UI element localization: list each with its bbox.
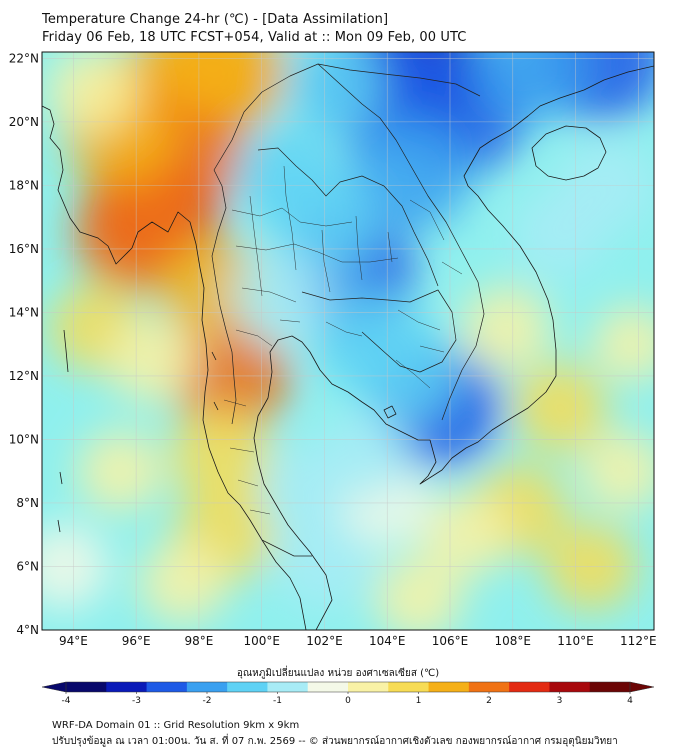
border-thailand-laos — [257, 147, 439, 287]
field-cell — [513, 189, 606, 277]
field-cell — [420, 491, 511, 578]
field-cell — [319, 411, 412, 500]
lon-tick-label: 110°E — [557, 634, 594, 648]
colorbar-tick-label: -4 — [62, 696, 71, 706]
colorbar-title: อุณหภูมิเปลี่ยนแปลง หน่วย องศาเซลเซียส (… — [236, 668, 440, 679]
coastlines — [42, 65, 654, 630]
field-cell — [470, 52, 587, 123]
lon-tick-label: 100°E — [243, 634, 280, 648]
lat-tick-label: 10°N — [9, 432, 39, 446]
border-myanmar-thailand — [211, 169, 237, 425]
colorbar: -4 -3 -2 -1 0 1 2 3 4 — [41, 681, 655, 706]
field-cell — [170, 407, 271, 503]
colorbar-segment — [267, 682, 309, 692]
temperature-field — [42, 52, 654, 630]
colorbar-segment — [589, 682, 631, 692]
lon-tick-label: 94°E — [59, 634, 88, 648]
longitude-labels: 94°E 96°E 98°E 100°E 102°E 104°E 106°E 108°E 110… — [59, 634, 657, 648]
colorbar-tick-label: 3 — [557, 696, 563, 706]
lon-tick-label: 104°E — [369, 634, 406, 648]
colorbar-tick-label: 0 — [345, 696, 351, 706]
colorbar-tick-label: 4 — [627, 696, 633, 706]
colorbar-tick-label: -1 — [273, 696, 282, 706]
lat-tick-label: 20°N — [9, 115, 39, 129]
field-cell — [461, 285, 552, 372]
map-subtitle: Friday 06 Feb, 18 UTC FCST+054, Valid at… — [42, 30, 467, 45]
colorbar-segment — [468, 682, 510, 692]
borders — [211, 63, 485, 557]
lon-tick-label: 98°E — [184, 634, 213, 648]
field-cell — [77, 430, 164, 513]
lon-tick-label: 112°E — [620, 634, 657, 648]
field-cell — [579, 430, 654, 513]
lat-tick-label: 22°N — [9, 51, 39, 65]
lon-tick-label: 96°E — [122, 634, 151, 648]
field-cell — [512, 363, 607, 453]
lon-tick-label: 108°E — [495, 634, 532, 648]
field-cell — [347, 113, 472, 232]
colorbar-segment — [348, 682, 389, 692]
border-laos-vietnam — [317, 63, 485, 421]
colorbar-max-arrow — [629, 681, 655, 693]
field-cell — [374, 556, 463, 630]
coastline-andaman — [57, 329, 69, 533]
colorbar-segment — [186, 682, 228, 692]
map-title: Temperature Change 24-hr (℃) - [Data Ass… — [42, 12, 389, 27]
lat-tick-label: 18°N — [9, 178, 39, 192]
lon-tick-label: 106°E — [432, 634, 469, 648]
coastline-mainland — [42, 65, 654, 630]
field-cell — [592, 306, 654, 383]
colorbar-segment — [307, 682, 349, 692]
field-cell — [47, 52, 138, 133]
footer-model-info: WRF-DA Domain 01 :: Grid Resolution 9km … — [52, 720, 300, 731]
colorbar-segment — [106, 682, 148, 692]
colorbar-segment — [388, 682, 430, 692]
colorbar-tick-label: 1 — [416, 696, 422, 706]
border-thailand-cambodia — [301, 289, 457, 373]
colorbar-segment — [549, 682, 591, 692]
coastline-hainan — [531, 125, 607, 181]
colorbar-tick-label: -3 — [132, 696, 141, 706]
map-frame — [41, 51, 655, 631]
colorbar-segment — [146, 682, 188, 692]
gridlines — [42, 52, 654, 630]
lat-tick-label: 8°N — [16, 496, 39, 510]
colorbar-segment — [227, 682, 268, 692]
colorbar-segment — [66, 682, 107, 692]
lat-tick-label: 6°N — [16, 559, 39, 573]
field-cell — [230, 249, 331, 345]
colorbar-segment — [428, 682, 470, 692]
latitude-labels: 22°N 20°N 18°N 16°N 14°N 12°N 10°N 8°N 6°N 4°N — [9, 51, 39, 637]
lat-tick-label: 12°N — [9, 369, 39, 383]
field-cell — [139, 540, 228, 625]
coastline-gulf-islands — [211, 351, 397, 419]
field-cell — [281, 52, 386, 134]
colorbar-segment — [509, 682, 550, 692]
lon-tick-label: 102°E — [306, 634, 343, 648]
provinces — [223, 165, 463, 515]
lat-tick-label: 16°N — [9, 242, 39, 256]
border-china — [213, 63, 481, 171]
field-cell — [106, 317, 197, 403]
lat-tick-label: 4°N — [16, 623, 39, 637]
field-cell — [234, 126, 339, 226]
colorbar-tick-label: -2 — [203, 696, 212, 706]
border-thai-malaysia — [261, 539, 312, 557]
lat-tick-label: 14°N — [9, 305, 39, 319]
colorbar-min-arrow — [41, 681, 67, 693]
colorbar-tick-label: 2 — [486, 696, 492, 706]
footer-update-info: ปรับปรุงข้อมูล ณ เวลา 01:00น. วัน ส. ที่… — [52, 736, 618, 747]
